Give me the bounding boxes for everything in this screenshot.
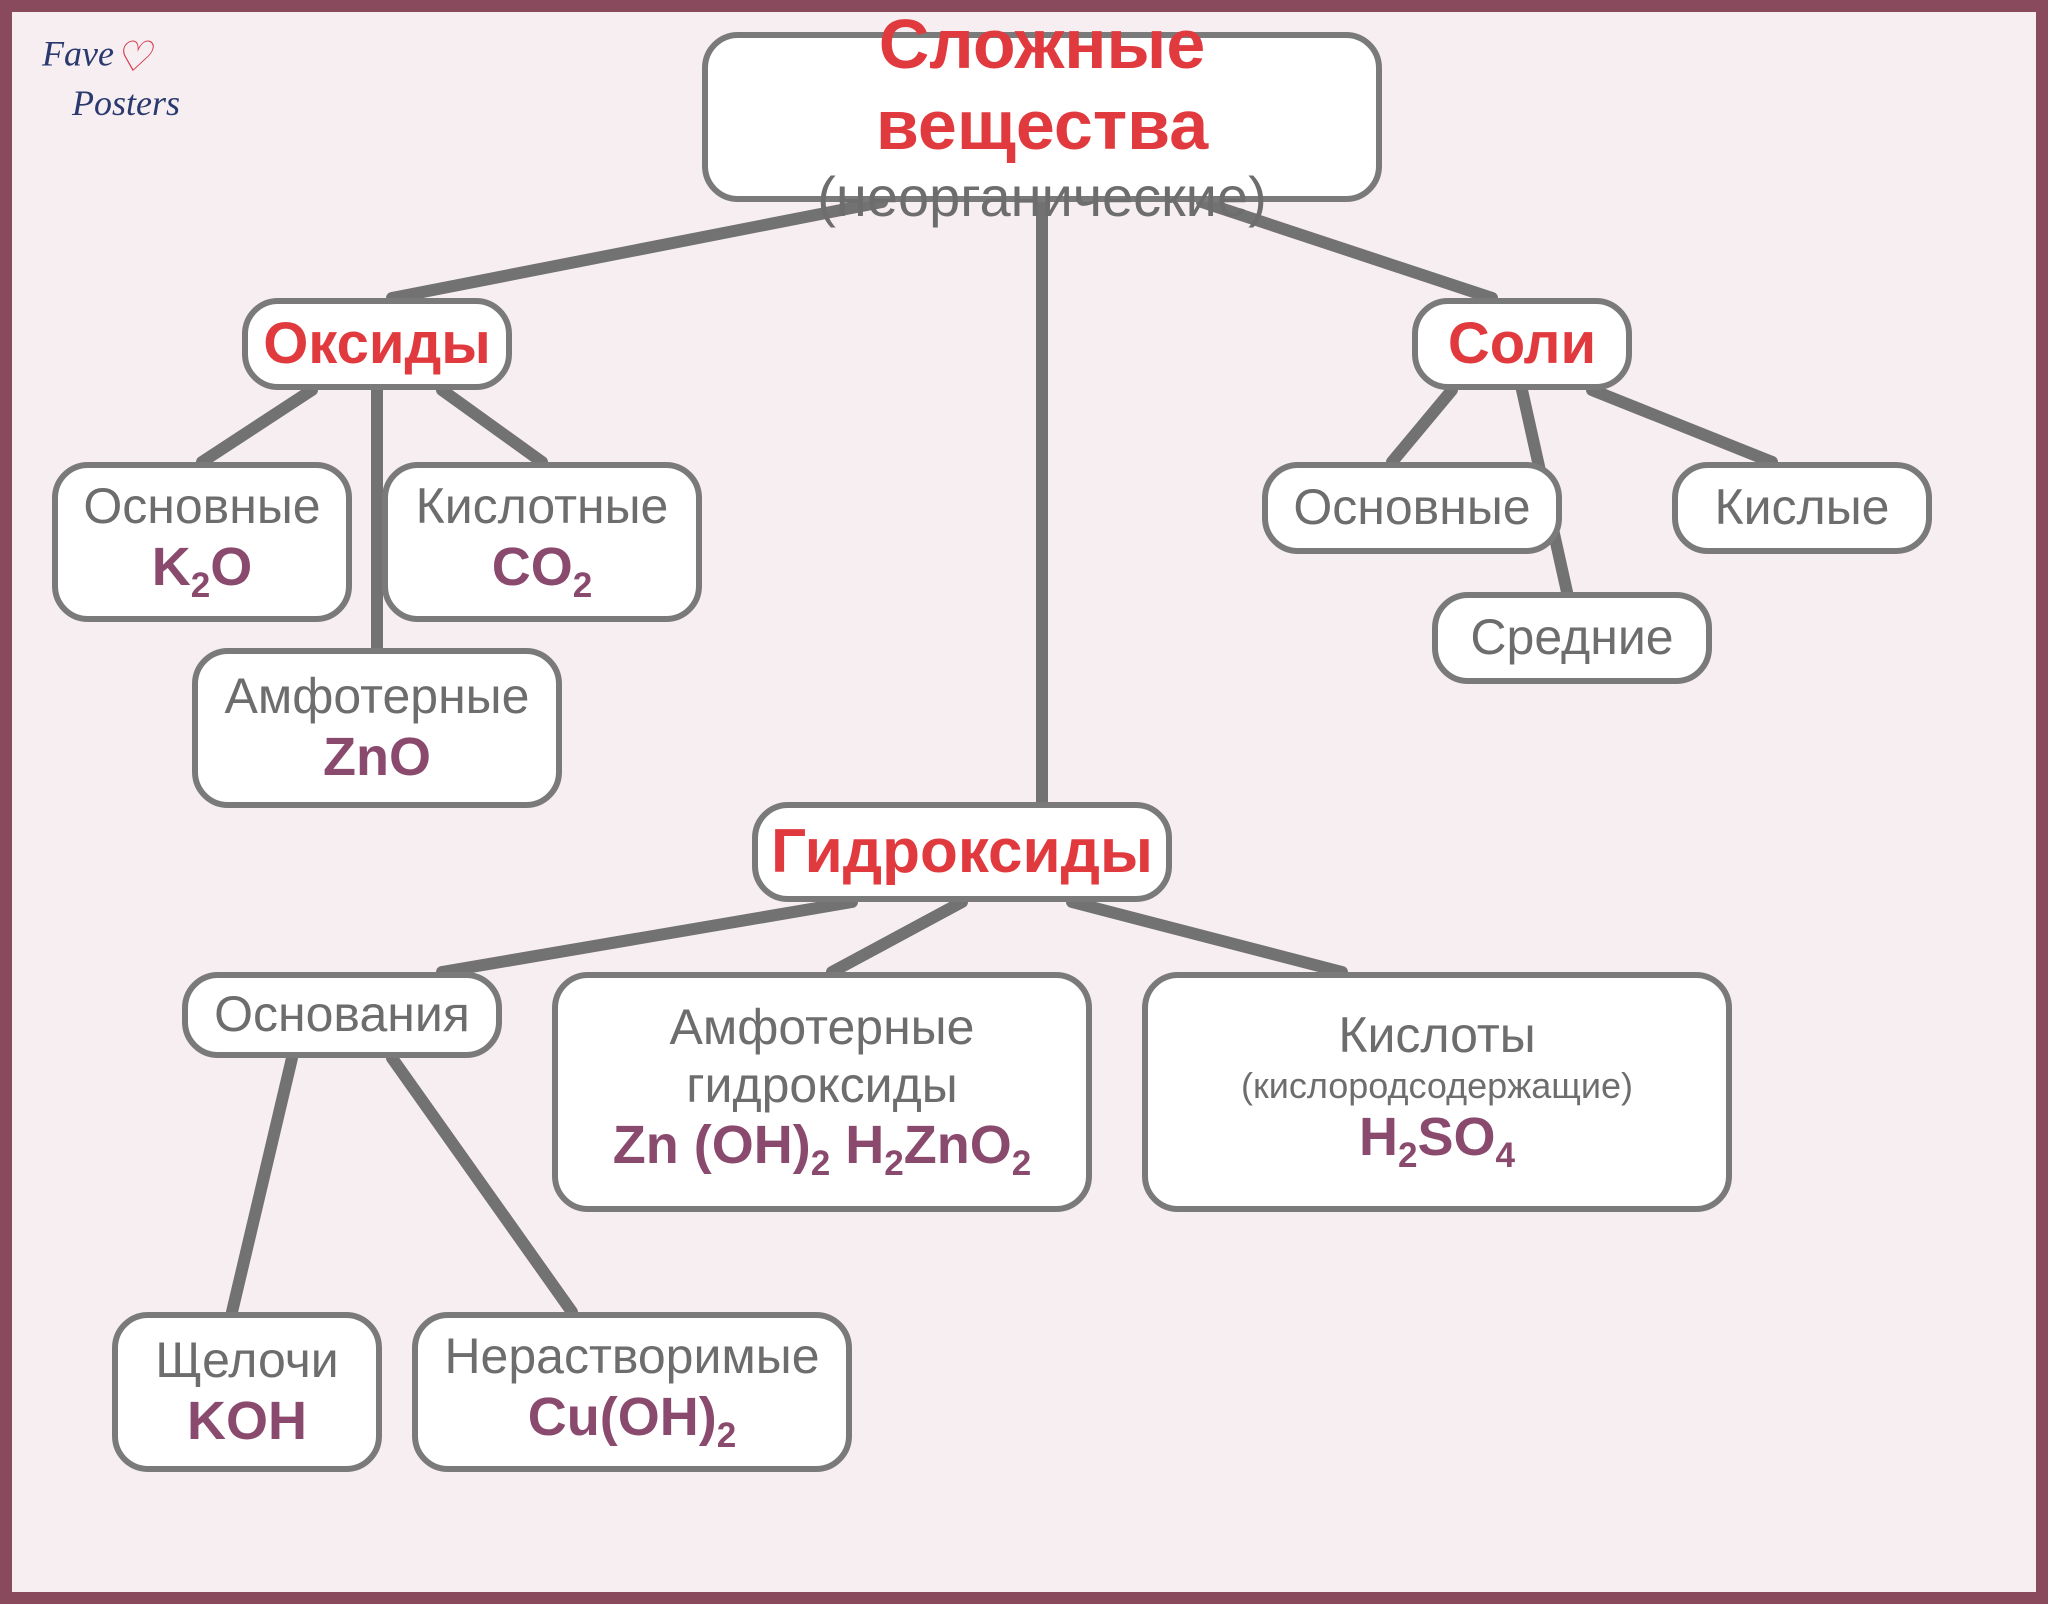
node-ox-acid: Кислотные CO2 xyxy=(382,462,702,622)
salt-basic-label: Основные xyxy=(1293,479,1530,537)
ox-basic-label: Основные xyxy=(83,478,320,536)
logo: Fave♡ Posters xyxy=(42,32,180,124)
logo-text1: Fave xyxy=(42,33,114,73)
root-title: Сложные вещества xyxy=(732,4,1352,165)
node-salt-mid: Средние xyxy=(1432,592,1712,684)
amph-hydro-formula: Zn (OH)2 H2ZnO2 xyxy=(613,1114,1031,1184)
salt-acid-label: Кислые xyxy=(1715,479,1890,537)
node-alkali: Щелочи KOH xyxy=(112,1312,382,1472)
node-insoluble: Нерастворимые Cu(OH)2 xyxy=(412,1312,852,1472)
salts-title: Соли xyxy=(1448,311,1596,378)
acids-formula: H2SO4 xyxy=(1359,1106,1515,1176)
ox-acid-label: Кислотные xyxy=(416,478,669,536)
alkali-label: Щелочи xyxy=(155,1332,338,1390)
heart-icon: ♡ xyxy=(114,35,152,81)
node-salt-acid: Кислые xyxy=(1672,462,1932,554)
node-root: Сложные вещества (неорганические) xyxy=(702,32,1382,202)
ox-basic-formula: K2O xyxy=(152,536,253,606)
ox-acid-formula: CO2 xyxy=(492,536,593,606)
amph-hydro-label: Амфотерные гидроксиды xyxy=(582,999,1062,1114)
node-salts: Соли xyxy=(1412,298,1632,390)
oxides-title: Оксиды xyxy=(263,311,491,378)
acids-label: Кислоты xyxy=(1338,1007,1535,1065)
logo-text2: Posters xyxy=(72,83,180,123)
bases-label: Основания xyxy=(214,986,470,1044)
acids-note: (кислородсодержащие) xyxy=(1241,1065,1633,1106)
node-ox-basic: Основные K2O xyxy=(52,462,352,622)
node-salt-basic: Основные xyxy=(1262,462,1562,554)
node-bases: Основания xyxy=(182,972,502,1058)
ox-amph-label: Амфотерные xyxy=(225,668,530,726)
root-subtitle: (неорганические) xyxy=(817,165,1266,229)
node-amph-hydro: Амфотерные гидроксиды Zn (OH)2 H2ZnO2 xyxy=(552,972,1092,1212)
node-hydroxides: Гидроксиды xyxy=(752,802,1172,902)
node-oxides: Оксиды xyxy=(242,298,512,390)
salt-mid-label: Средние xyxy=(1470,609,1673,667)
alkali-formula: KOH xyxy=(187,1390,307,1452)
insol-label: Нерастворимые xyxy=(444,1328,819,1386)
ox-amph-formula: ZnO xyxy=(323,726,431,788)
hydro-title: Гидроксиды xyxy=(771,816,1153,887)
insol-formula: Cu(OH)2 xyxy=(528,1386,736,1456)
node-acids: Кислоты (кислородсодержащие) H2SO4 xyxy=(1142,972,1732,1212)
node-ox-amph: Амфотерные ZnO xyxy=(192,648,562,808)
